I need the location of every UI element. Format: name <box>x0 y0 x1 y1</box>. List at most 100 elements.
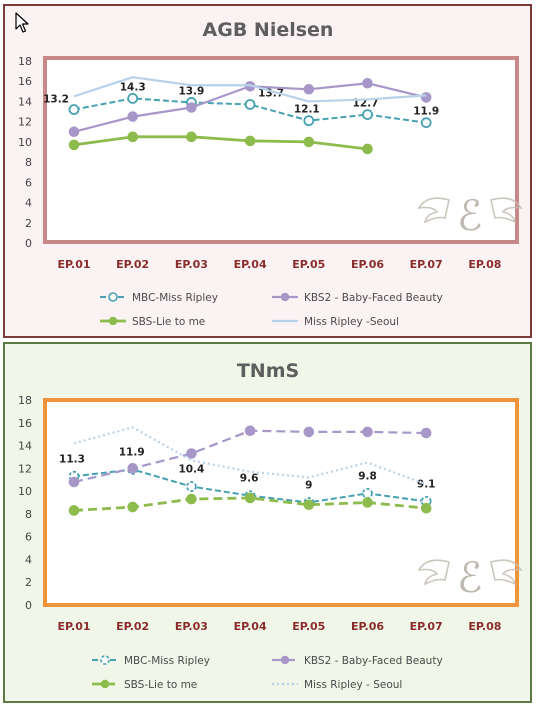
y-tick-label: 8 <box>25 508 32 521</box>
data-label: 11.9 <box>413 106 439 118</box>
legend-item-seoul: Miss Ripley -Seoul <box>272 316 399 328</box>
legend-label: Miss Ripley - Seoul <box>304 679 402 691</box>
data-point-kbs <box>244 425 256 437</box>
data-point-kbs <box>127 463 138 474</box>
data-point-sbs <box>186 493 197 505</box>
x-tick-label: EP.04 <box>234 620 267 633</box>
data-label: 13.2 <box>43 94 69 106</box>
data-point-sbs <box>303 136 315 148</box>
legend-label: KBS2 - Baby-Faced Beauty <box>304 292 443 304</box>
chart-2: TNmS 0 2 4 6 8 10 12 14 16 18 EP.01 EP.02 EP.03 EP.04 E… <box>18 360 523 691</box>
data-point-kbs <box>303 426 315 438</box>
x-tick-label: EP.07 <box>410 620 443 633</box>
y-tick-label: 0 <box>25 237 32 250</box>
data-point-mbc <box>362 487 373 499</box>
x-tick-label: EP.05 <box>292 258 325 271</box>
y-tick-label: 8 <box>25 156 32 169</box>
data-point-sbs <box>68 139 80 151</box>
data-label: 11.9 <box>119 446 145 458</box>
y-tick-label: 16 <box>18 417 32 430</box>
data-label: 14.3 <box>120 81 146 93</box>
series-sbs <box>68 131 373 155</box>
series-mbc: 13.214.3 13.9 13.712.112.711.9 <box>43 81 439 129</box>
x-tick-label: EP.03 <box>175 258 208 271</box>
watermark-logo: ℰ <box>417 191 523 240</box>
plot-area <box>43 398 519 607</box>
data-point-kbs <box>186 102 197 113</box>
data-point-mbc <box>127 93 139 104</box>
y-tick-label: 6 <box>25 176 32 189</box>
x-tick-label: EP.07 <box>410 258 443 271</box>
legend-label: MBC-Miss Ripley <box>124 655 210 667</box>
x-tick-label: EP.04 <box>234 258 267 271</box>
data-point-sbs <box>244 492 256 504</box>
data-point-sbs <box>244 135 256 147</box>
data-label: 9.1 <box>417 478 436 490</box>
series-seoul <box>73 76 427 103</box>
data-label: 12.1 <box>294 104 320 116</box>
legend-item-mbc: MBC-Miss Ripley <box>100 292 218 304</box>
data-label: 10.4 <box>178 464 204 476</box>
data-point-kbs <box>186 448 197 459</box>
data-point-kbs <box>303 84 315 95</box>
x-tick-label: EP.01 <box>57 620 90 633</box>
data-label: 9.6 <box>240 473 259 485</box>
legend-item-kbs: KBS2 - Baby-Faced Beauty <box>272 292 443 304</box>
chart-1: AGB Nielsen 0 2 4 6 8 10 12 14 16 18 EP.01 EP.02 EP.0… <box>18 19 523 328</box>
y-tick-label: 6 <box>25 531 32 544</box>
y-tick-label: 16 <box>18 75 32 88</box>
data-label: 9.8 <box>358 470 377 482</box>
data-point-mbc <box>303 115 315 127</box>
svg-text:ℰ: ℰ <box>457 553 482 602</box>
data-label: 13.9 <box>178 85 204 97</box>
data-point-sbs <box>68 505 80 516</box>
x-tick-label: EP.02 <box>116 258 149 271</box>
y-tick-label: 14 <box>18 440 32 453</box>
series-seoul <box>73 426 427 486</box>
x-tick-label: EP.01 <box>57 258 90 271</box>
data-point-sbs <box>420 502 432 514</box>
data-point-kbs <box>68 126 80 138</box>
x-tick-label: EP.08 <box>468 620 501 633</box>
series-line-seoul <box>73 76 427 103</box>
y-tick-label: 18 <box>18 394 32 407</box>
legend-label: SBS-Lie to me <box>124 679 197 691</box>
y-tick-label: 12 <box>18 116 32 129</box>
data-point-sbs <box>186 131 197 143</box>
data-point-sbs <box>127 501 138 513</box>
data-point-sbs <box>303 499 315 511</box>
y-tick-label: 12 <box>18 462 32 475</box>
x-tick-label: EP.06 <box>351 620 384 633</box>
y-tick-label: 2 <box>25 217 32 230</box>
data-point-kbs <box>420 427 432 439</box>
data-point-kbs <box>127 111 138 122</box>
data-point-sbs <box>362 497 373 508</box>
mouse-cursor-icon <box>15 12 29 33</box>
data-point-sbs <box>127 131 138 143</box>
legend-item-seoul: Miss Ripley - Seoul <box>272 679 402 691</box>
y-tick-label: 0 <box>25 599 32 612</box>
y-tick-label: 4 <box>25 197 32 210</box>
y-tick-label: 10 <box>18 136 32 149</box>
series-line-seoul <box>73 426 427 486</box>
data-point-kbs <box>362 77 373 89</box>
x-tick-label: EP.08 <box>468 258 501 271</box>
data-point-mbc <box>68 104 80 115</box>
legend-label: MBC-Miss Ripley <box>132 292 218 304</box>
data-point-mbc <box>185 481 197 492</box>
data-point-mbc <box>420 117 432 129</box>
y-tick-label: 14 <box>18 95 32 108</box>
legend-item-sbs: SBS-Lie to me <box>92 679 197 691</box>
x-tick-label: EP.05 <box>292 620 325 633</box>
legend-item-sbs: SBS-Lie to me <box>100 316 205 328</box>
data-label: 9 <box>305 480 312 492</box>
legend-item-mbc: MBC-Miss Ripley <box>92 655 210 667</box>
y-tick-label: 4 <box>25 553 32 566</box>
y-tick-label: 18 <box>18 55 32 68</box>
svg-text:ℰ: ℰ <box>457 191 482 240</box>
data-label: 11.3 <box>59 453 85 465</box>
chart-title: AGB Nielsen <box>203 19 334 41</box>
chart-title: TNmS <box>237 360 299 382</box>
y-tick-label: 2 <box>25 576 32 589</box>
x-tick-label: EP.03 <box>175 620 208 633</box>
